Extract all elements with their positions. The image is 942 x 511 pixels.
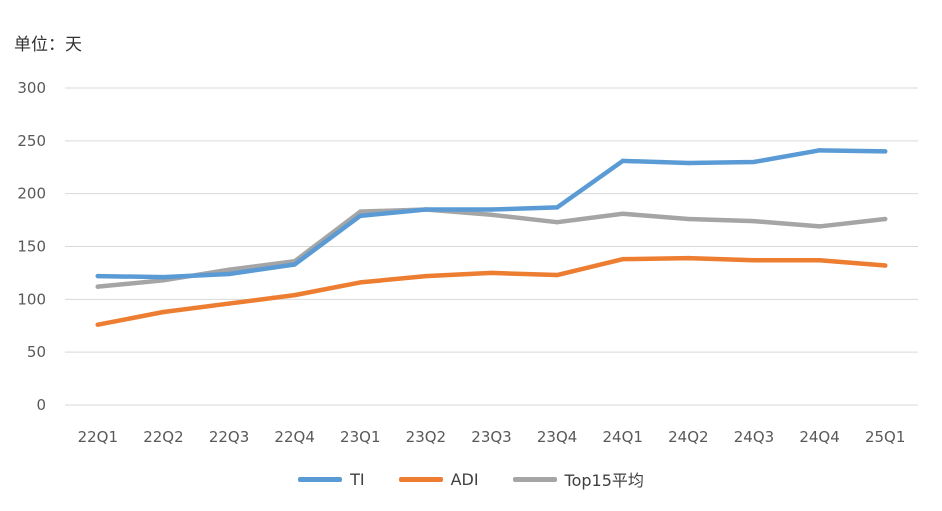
data-point [489,207,494,212]
data-point [292,292,297,298]
x-axis-ticks: 22Q1 22Q2 22Q3 22Q4 23Q1 23Q2 23Q3 23Q4 24Q1 24Q2… [78,428,906,446]
data-point [423,207,429,212]
data-point [882,149,888,154]
data-point [751,258,757,263]
data-point [226,301,232,306]
legend: TI ADI Top15平均 [0,467,942,491]
legend-item: ADI [398,467,479,491]
grid-lines [65,87,918,406]
x-tick-label: 22Q4 [274,428,314,446]
data-point [358,209,363,214]
data-point [686,216,691,222]
legend-item: TI [298,467,365,491]
x-tick-label: 24Q1 [603,428,643,446]
x-tick-label: 24Q3 [734,428,774,446]
x-tick-label: 23Q3 [471,428,511,446]
y-tick-label: 50 [27,343,46,361]
data-point [95,322,101,327]
data-point [817,258,822,263]
series-line-1 [95,255,888,327]
x-tick-label: 22Q3 [209,428,249,446]
y-tick-label: 100 [17,290,46,308]
legend-label: TI [350,469,365,489]
data-point [95,273,101,279]
data-point [161,274,166,280]
legend-item: Top15平均 [512,467,644,491]
data-point [161,309,166,315]
legend-swatch [298,476,343,482]
data-point [882,263,888,268]
legend-swatch [512,476,557,482]
data-point [620,211,625,216]
data-point [817,148,822,153]
data-point [751,159,757,165]
data-point [817,224,822,229]
data-point [554,205,560,210]
data-point [226,267,232,272]
data-point [554,219,560,225]
y-tick-label: 150 [17,238,46,256]
y-tick-label: 250 [17,132,46,150]
data-point [95,284,101,289]
data-point [358,213,363,219]
data-point [554,272,560,278]
data-point [423,273,429,279]
data-point [226,271,232,277]
data-point [620,256,625,262]
x-tick-label: 22Q2 [143,428,183,446]
data-point [882,216,888,222]
legend-swatch [398,476,443,482]
y-tick-label: 0 [36,396,46,414]
data-point [620,158,625,164]
y-tick-label: 200 [17,185,46,203]
x-tick-label: 25Q1 [865,428,905,446]
x-tick-label: 23Q4 [537,428,577,446]
legend-label: ADI [450,469,479,489]
y-tick-label: 300 [17,79,46,97]
x-tick-label: 24Q4 [799,428,839,446]
data-point [686,160,691,166]
data-point [489,270,494,276]
data-point [358,280,363,285]
y-axis-ticks: 0 50 100 150 200 250 300 [17,79,46,414]
legend-label: Top15平均 [564,471,644,490]
data-point [751,218,757,224]
unit-label: 单位：天 [14,35,82,55]
data-point [686,255,691,261]
x-tick-label: 23Q2 [406,428,446,446]
x-tick-label: 24Q2 [668,428,708,446]
data-point [489,212,494,217]
data-point [292,262,297,267]
x-tick-label: 22Q1 [78,428,118,446]
x-tick-label: 23Q1 [340,428,380,446]
series-lines [95,148,888,327]
